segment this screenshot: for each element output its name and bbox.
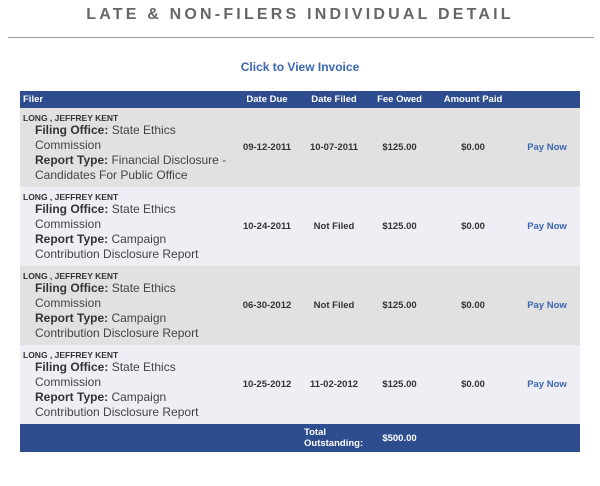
- filer-cell: LONG , JEFFREY KENT Filing Office: State…: [20, 187, 233, 266]
- table-header-row: Filer Date Due Date Filed Fee Owed Amoun…: [20, 91, 580, 108]
- filer-name: LONG , JEFFREY KENT: [23, 270, 119, 281]
- total-amount: $500.00: [367, 424, 432, 452]
- total-spacer: [20, 424, 233, 452]
- date-filed: 11-02-2012: [309, 379, 359, 390]
- report-type-label: Report Type:: [35, 152, 109, 167]
- table-row: LONG , JEFFREY KENT Filing Office: State…: [20, 266, 580, 345]
- table-row: LONG , JEFFREY KENT Filing Office: State…: [20, 108, 580, 187]
- date-filed: 10-07-2011: [309, 142, 359, 153]
- filer-cell: LONG , JEFFREY KENT Filing Office: State…: [20, 108, 233, 187]
- total-label: Total Outstanding:: [301, 424, 367, 452]
- filing-office-line: Filing Office: State Ethics Commission: [23, 202, 230, 232]
- filing-office-label: Filing Office:: [35, 122, 109, 137]
- pay-now-link[interactable]: Pay Now: [527, 300, 567, 311]
- filer-cell: LONG , JEFFREY KENT Filing Office: State…: [20, 266, 233, 345]
- table-row: LONG , JEFFREY KENT Filing Office: State…: [20, 187, 580, 266]
- late-filers-table: Filer Date Due Date Filed Fee Owed Amoun…: [20, 91, 580, 452]
- total-label-line2: Outstanding:: [304, 438, 364, 449]
- report-type-value: Campaign Contribution Disclosure Report: [35, 389, 199, 419]
- report-type-label: Report Type:: [35, 389, 109, 404]
- filer-name: LONG , JEFFREY KENT: [23, 191, 119, 202]
- filing-office-label: Filing Office:: [35, 359, 109, 374]
- amount-paid: $0.00: [461, 300, 485, 311]
- report-type-line: Report Type: Campaign Contribution Discl…: [23, 311, 230, 341]
- header-date-due: Date Due: [233, 91, 301, 108]
- date-due: 06-30-2012: [242, 300, 292, 311]
- filing-office-line: Filing Office: State Ethics Commission: [23, 360, 230, 390]
- filing-office-value: State Ethics Commission: [35, 359, 176, 389]
- fee-owed: $125.00: [382, 300, 417, 311]
- date-due: 09-12-2011: [242, 142, 292, 153]
- pay-now-link[interactable]: Pay Now: [527, 221, 567, 232]
- amount-paid: $0.00: [461, 221, 485, 232]
- total-spacer: [233, 424, 301, 452]
- report-type-label: Report Type:: [35, 231, 109, 246]
- filing-office-line: Filing Office: State Ethics Commission: [23, 281, 230, 311]
- filing-office-label: Filing Office:: [35, 280, 109, 295]
- filing-office-line: Filing Office: State Ethics Commission: [23, 123, 230, 153]
- filing-office-value: State Ethics Commission: [35, 201, 176, 231]
- total-label-line1: Total: [304, 427, 326, 438]
- filing-office-value: State Ethics Commission: [35, 122, 176, 152]
- table-row: LONG , JEFFREY KENT Filing Office: State…: [20, 345, 580, 424]
- filing-office-value: State Ethics Commission: [35, 280, 176, 310]
- filer-name: LONG , JEFFREY KENT: [23, 349, 119, 360]
- date-due: 10-25-2012: [242, 379, 292, 390]
- header-date-filed: Date Filed: [301, 91, 367, 108]
- date-filed: Not Filed: [313, 300, 355, 311]
- header-action: [514, 91, 580, 108]
- header-filer: Filer: [20, 91, 233, 108]
- amount-paid: $0.00: [461, 379, 485, 390]
- filer-cell: LONG , JEFFREY KENT Filing Office: State…: [20, 345, 233, 424]
- date-due: 10-24-2011: [242, 221, 292, 232]
- date-filed: Not Filed: [313, 221, 355, 232]
- report-type-line: Report Type: Campaign Contribution Discl…: [23, 232, 230, 262]
- title-divider: [8, 37, 594, 38]
- report-type-value: Campaign Contribution Disclosure Report: [35, 231, 199, 261]
- report-type-line: Report Type: Campaign Contribution Discl…: [23, 390, 230, 420]
- amount-paid: $0.00: [461, 142, 485, 153]
- total-spacer: [432, 424, 514, 452]
- fee-owed: $125.00: [382, 221, 417, 232]
- total-row: Total Outstanding: $500.00: [20, 424, 580, 452]
- filing-office-label: Filing Office:: [35, 201, 109, 216]
- header-fee-owed: Fee Owed: [367, 91, 432, 108]
- fee-owed: $125.00: [382, 379, 417, 390]
- report-type-line: Report Type: Financial Disclosure - Cand…: [23, 153, 230, 183]
- page-title: LATE & NON-FILERS INDIVIDUAL DETAIL: [86, 6, 514, 23]
- pay-now-link[interactable]: Pay Now: [527, 142, 567, 153]
- view-invoice-link[interactable]: Click to View Invoice: [240, 60, 360, 74]
- filer-name: LONG , JEFFREY KENT: [23, 112, 119, 123]
- report-type-label: Report Type:: [35, 310, 109, 325]
- pay-now-link[interactable]: Pay Now: [527, 379, 567, 390]
- report-type-value: Campaign Contribution Disclosure Report: [35, 310, 199, 340]
- total-spacer: [514, 424, 580, 452]
- fee-owed: $125.00: [382, 142, 417, 153]
- header-amount-paid: Amount Paid: [432, 91, 514, 108]
- report-type-value: Financial Disclosure - Candidates For Pu…: [35, 152, 227, 182]
